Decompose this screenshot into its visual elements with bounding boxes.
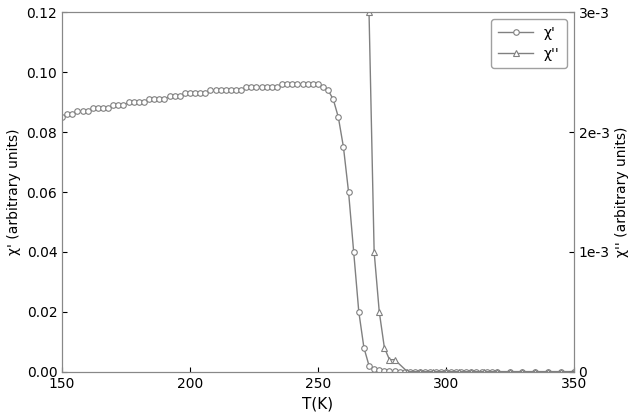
χ': [411, 369, 419, 374]
χ': [396, 369, 403, 374]
χ'': [404, 369, 411, 374]
χ': [437, 369, 445, 374]
χ': [457, 369, 465, 374]
Y-axis label: χ'' (arbitrary units): χ'' (arbitrary units): [615, 127, 629, 257]
χ': [570, 369, 577, 374]
Y-axis label: χ' (arbitrary units): χ' (arbitrary units): [7, 129, 21, 255]
χ'': [570, 369, 577, 374]
Line: χ'': χ'': [59, 0, 576, 375]
χ': [279, 82, 286, 87]
X-axis label: T(K): T(K): [302, 396, 333, 411]
Legend: χ', χ'': χ', χ'': [491, 19, 567, 68]
Line: χ': χ': [59, 82, 576, 375]
χ': [59, 115, 66, 120]
χ': [442, 369, 450, 374]
χ': [432, 369, 439, 374]
χ': [340, 145, 347, 150]
χ'': [480, 369, 488, 374]
